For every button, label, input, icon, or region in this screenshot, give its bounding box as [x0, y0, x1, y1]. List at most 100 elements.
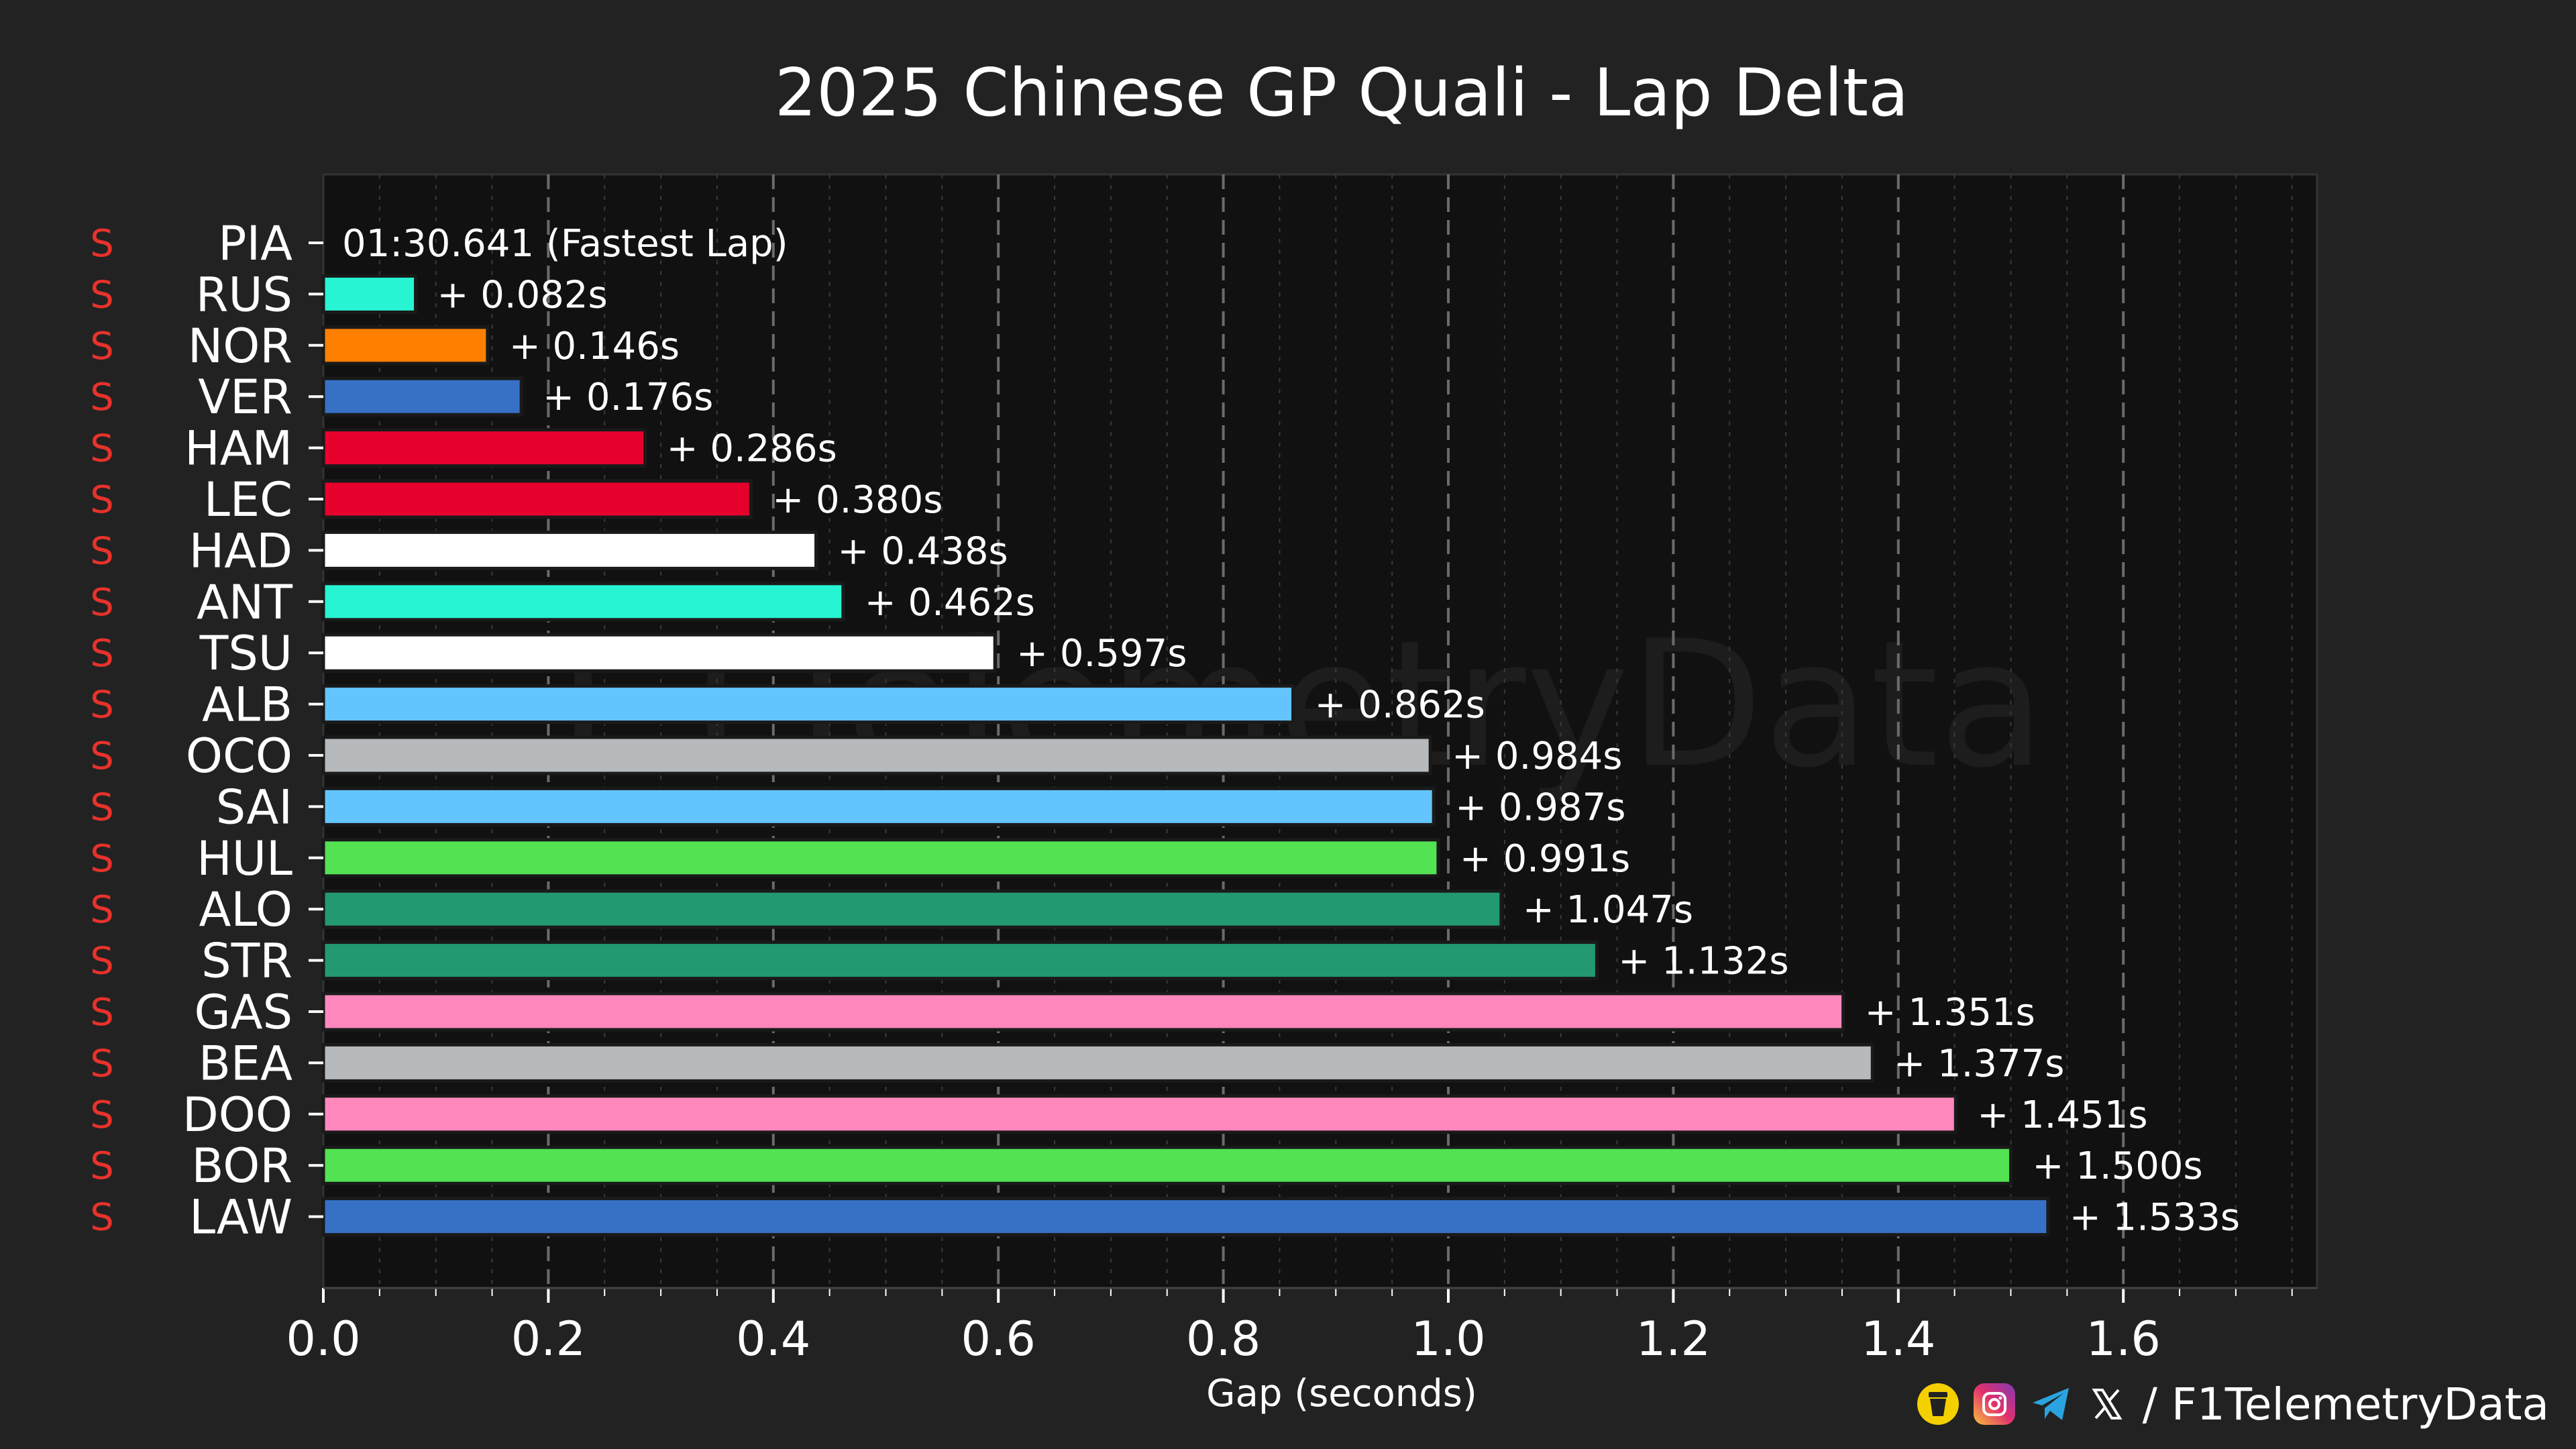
value-label-had: + 0.438s — [838, 529, 1008, 573]
bar-had — [321, 530, 818, 570]
driver-label-bea: BEA — [199, 1036, 292, 1091]
x-tick-label: 0.6 — [961, 1311, 1036, 1366]
driver-label-alo: ALO — [199, 882, 293, 937]
driver-label-ver: VER — [198, 370, 292, 425]
bar-law — [321, 1197, 2050, 1237]
value-label-rus: + 0.082s — [437, 273, 608, 317]
value-label-hul: + 0.991s — [1460, 837, 1630, 881]
value-label-ham: + 0.286s — [667, 427, 837, 471]
bar-oco — [321, 735, 1432, 775]
bar-nor — [321, 325, 490, 366]
value-label-ant: + 0.462s — [865, 581, 1035, 625]
value-label-alo: + 1.047s — [1523, 888, 1693, 932]
value-label-nor: + 0.146s — [509, 325, 680, 368]
driver-label-ant: ANT — [197, 575, 292, 630]
bar-rus — [321, 274, 418, 314]
value-label-pia: 01:30.641 (Fastest Lap) — [342, 222, 788, 266]
driver-label-bor: BOR — [191, 1138, 292, 1193]
tyre-label: S — [90, 427, 114, 471]
tyre-label: S — [90, 376, 114, 419]
tyre-label: S — [90, 273, 114, 317]
driver-label-rus: RUS — [196, 267, 292, 322]
driver-label-sai: SAI — [216, 780, 292, 835]
value-label-tsu: + 0.597s — [1016, 632, 1187, 676]
bar-ver — [321, 376, 523, 417]
driver-label-alb: ALB — [202, 678, 292, 733]
bar-alb — [321, 684, 1295, 724]
value-label-ver: + 0.176s — [543, 376, 713, 419]
x-tick-label: 1.0 — [1411, 1311, 1485, 1366]
tyre-label: S — [90, 837, 114, 881]
value-label-gas: + 1.351s — [1865, 991, 2035, 1034]
x-tick-label: 0.2 — [511, 1311, 586, 1366]
x-axis: 0.0 0.2 0.4 0.6 0.8 1.0 1.2 1.4 1.6 — [286, 1287, 2317, 1366]
tyre-label: S — [90, 991, 114, 1034]
driver-label-nor: NOR — [188, 319, 292, 374]
value-label-bea: + 1.377s — [1894, 1042, 2064, 1085]
bar-gas — [321, 991, 1845, 1032]
bar-ham — [321, 428, 647, 468]
x-tick-label: 0.0 — [286, 1311, 360, 1366]
chart-title: 2025 Chinese GP Quali - Lap Delta — [775, 55, 1909, 131]
tyre-label: S — [90, 529, 114, 573]
x-axis-label: Gap (seconds) — [1206, 1372, 1477, 1415]
x-tick-label: 0.4 — [736, 1311, 810, 1366]
footer-handle: / F1TelemetryData — [2142, 1378, 2549, 1430]
bar-alo — [321, 889, 1503, 929]
bar-doo — [321, 1094, 1957, 1134]
footer: / F1TelemetryData — [1917, 1374, 2549, 1434]
tip-jar-icon[interactable] — [1917, 1383, 1959, 1425]
driver-label-ham: HAM — [184, 421, 292, 476]
tyre-label: S — [90, 1093, 114, 1137]
driver-label-lec: LEC — [204, 472, 292, 527]
bar-ant — [321, 582, 845, 622]
value-label-bor: + 1.500s — [2033, 1144, 2203, 1188]
bar-tsu — [321, 633, 997, 673]
value-label-doo: + 1.451s — [1977, 1093, 2147, 1137]
tyre-label: S — [90, 222, 114, 266]
driver-label-gas: GAS — [194, 985, 292, 1040]
tyre-label: S — [90, 940, 114, 983]
tyre-label: S — [90, 1196, 114, 1240]
driver-label-hul: HUL — [197, 831, 292, 886]
tyre-label: S — [90, 581, 114, 625]
instagram-icon[interactable] — [1973, 1383, 2015, 1425]
bar-lec — [321, 479, 753, 519]
bar-str — [321, 941, 1599, 981]
driver-label-had: HAD — [189, 523, 292, 578]
bar-bea — [321, 1042, 1874, 1083]
value-label-lec: + 0.380s — [772, 478, 943, 522]
value-label-sai: + 0.987s — [1455, 786, 1625, 829]
driver-label-oco: OCO — [186, 729, 292, 784]
value-label-alb: + 0.862s — [1315, 684, 1485, 727]
bar-hul — [321, 838, 1440, 878]
driver-labels: PIA S 01:30.641 (Fastest Lap) RUS S + 0.082s N… — [90, 216, 2240, 1245]
driver-label-tsu: TSU — [199, 626, 292, 681]
value-label-oco: + 0.984s — [1452, 735, 1622, 778]
x-icon[interactable] — [2086, 1383, 2128, 1425]
tyre-label: S — [90, 786, 114, 829]
tyre-label: S — [90, 478, 114, 522]
x-tick-label: 1.6 — [2086, 1311, 2161, 1366]
x-tick-label: 1.2 — [1636, 1311, 1711, 1366]
value-label-law: + 1.533s — [2070, 1196, 2240, 1240]
bars — [321, 274, 2050, 1237]
tyre-label: S — [90, 684, 114, 727]
bar-sai — [321, 786, 1436, 826]
tyre-label: S — [90, 325, 114, 368]
driver-label-pia: PIA — [218, 216, 292, 271]
driver-label-str: STR — [201, 934, 292, 989]
driver-label-law: LAW — [189, 1190, 292, 1245]
x-tick-label: 1.4 — [1861, 1311, 1935, 1366]
tyre-label: S — [90, 1042, 114, 1085]
tyre-label: S — [90, 632, 114, 676]
tyre-label: S — [90, 735, 114, 778]
x-tick-label: 0.8 — [1186, 1311, 1260, 1366]
value-label-str: + 1.132s — [1618, 940, 1788, 983]
tyre-label: S — [90, 888, 114, 932]
driver-label-doo: DOO — [182, 1087, 292, 1142]
telegram-icon[interactable] — [2030, 1383, 2072, 1425]
bar-bor — [321, 1145, 2012, 1185]
tyre-label: S — [90, 1144, 114, 1188]
